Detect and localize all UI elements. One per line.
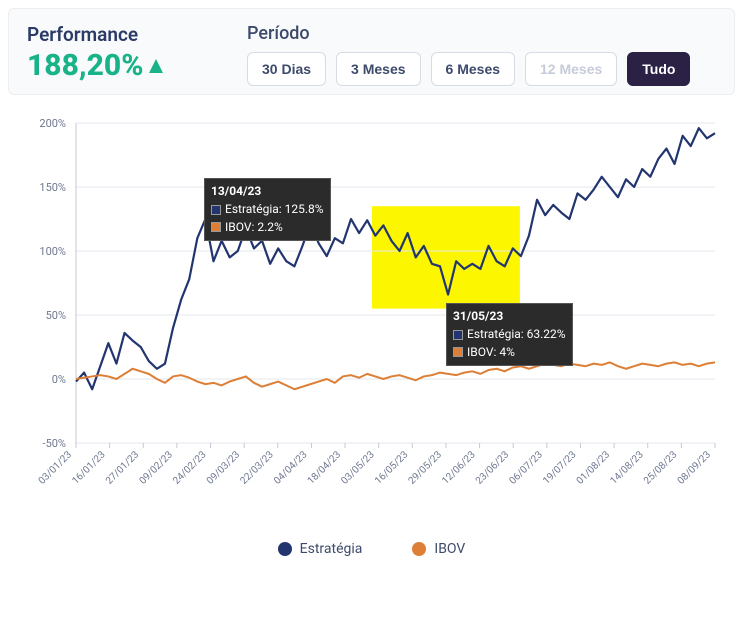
x-axis-label: 09/02/23 (138, 449, 175, 486)
y-axis-label: 150% (39, 181, 66, 194)
y-axis-label: 100% (39, 245, 66, 258)
x-axis-label: 03/01/23 (37, 449, 74, 486)
legend-label: IBOV (434, 541, 465, 557)
x-axis-label: 06/07/23 (507, 449, 544, 486)
legend-dot-icon (412, 542, 426, 556)
x-axis-label: 03/05/23 (339, 449, 376, 486)
tooltip-row: Estratégia: 63.22% (453, 326, 566, 343)
performance-value-text: 188,20% (27, 48, 143, 83)
performance-chart: -50% 0% 50% 100% 150% 200% 03/01/2316/01/2327/… (8, 103, 735, 523)
legend-item: Estratégia (278, 541, 363, 557)
tooltip-swatch-icon (211, 222, 221, 232)
tooltip-swatch-icon (453, 330, 463, 340)
up-arrow-icon (149, 59, 163, 73)
header-card: Performance 188,20% Período 30 Dias 3 Mes… (8, 8, 735, 95)
legend-label: Estratégia (300, 541, 363, 557)
y-axis-label: 0% (52, 373, 66, 386)
period-label: Período (247, 23, 716, 44)
y-axis-label: 50% (46, 309, 66, 322)
x-axis-label: 01/08/23 (575, 449, 612, 486)
x-axis-label: 14/08/23 (608, 449, 645, 486)
tooltip-row: IBOV: 4% (453, 344, 566, 361)
period-button[interactable]: Tudo (627, 52, 690, 86)
y-axis-label: 200% (39, 117, 66, 130)
tooltip-row: IBOV: 2.2% (211, 219, 324, 236)
x-axis-label: 18/04/23 (306, 449, 343, 486)
x-axis-label: 23/06/23 (474, 449, 511, 486)
period-button-row: 30 Dias 3 Meses 6 Meses 12 Meses Tudo (247, 52, 716, 86)
x-axis-label: 25/08/23 (642, 449, 679, 486)
performance-label: Performance (27, 23, 207, 46)
legend-dot-icon (278, 542, 292, 556)
legend-item: IBOV (412, 541, 465, 557)
y-axis-label: -50% (43, 437, 66, 450)
x-axis-label: 29/05/23 (407, 449, 444, 486)
series-line (76, 362, 715, 389)
chart-tooltip: 13/04/23Estratégia: 125.8%IBOV: 2.2% (204, 178, 331, 241)
chart-legend: Estratégia IBOV (0, 541, 743, 557)
tooltip-date: 31/05/23 (453, 308, 566, 325)
highlight-rect (372, 206, 520, 308)
tooltip-swatch-icon (453, 347, 463, 357)
chart-area: -50% 0% 50% 100% 150% 200% 03/01/2316/01/2327/… (8, 103, 735, 533)
tooltip-row: Estratégia: 125.8% (211, 201, 324, 218)
x-axis-label: 08/09/23 (676, 449, 713, 486)
tooltip-date: 13/04/23 (211, 183, 324, 200)
x-axis-label: 12/06/23 (440, 449, 477, 486)
x-axis-label: 16/01/23 (70, 449, 107, 486)
x-axis-label: 09/03/23 (205, 449, 242, 486)
period-block: Período 30 Dias 3 Meses 6 Meses 12 Meses Tud… (247, 23, 716, 86)
x-axis-label: 22/03/23 (238, 449, 275, 486)
x-axis-label: 04/04/23 (272, 449, 309, 486)
performance-block: Performance 188,20% (27, 23, 207, 83)
tooltip-text: Estratégia: 63.22% (467, 326, 566, 343)
performance-value: 188,20% (27, 48, 207, 83)
chart-tooltip: 31/05/23Estratégia: 63.22%IBOV: 4% (446, 303, 573, 366)
tooltip-text: IBOV: 4% (467, 344, 515, 361)
x-axis-label: 27/01/23 (104, 449, 141, 486)
x-axis-label: 16/05/23 (373, 449, 410, 486)
tooltip-swatch-icon (211, 205, 221, 215)
period-button[interactable]: 6 Meses (431, 52, 515, 86)
tooltip-text: Estratégia: 125.8% (225, 201, 324, 218)
period-button: 12 Meses (525, 52, 617, 86)
period-button[interactable]: 30 Dias (247, 52, 326, 86)
tooltip-text: IBOV: 2.2% (225, 219, 283, 236)
x-axis-label: 24/02/23 (171, 449, 208, 486)
x-axis-label: 19/07/23 (541, 449, 578, 486)
period-button[interactable]: 3 Meses (336, 52, 420, 86)
